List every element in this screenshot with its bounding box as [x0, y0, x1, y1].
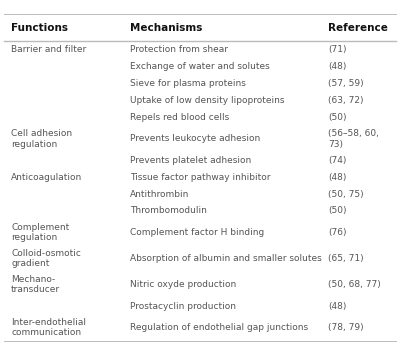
Text: Inter-endothelial
communication: Inter-endothelial communication: [11, 318, 86, 337]
Text: Sieve for plasma proteins: Sieve for plasma proteins: [130, 79, 246, 88]
Text: (56–58, 60,
73): (56–58, 60, 73): [328, 129, 379, 149]
Text: Uptake of low density lipoproteins: Uptake of low density lipoproteins: [130, 96, 284, 105]
Text: (71): (71): [328, 45, 346, 54]
Text: Barrier and filter: Barrier and filter: [11, 45, 86, 54]
Text: (65, 71): (65, 71): [328, 254, 364, 263]
Text: Tissue factor pathway inhibitor: Tissue factor pathway inhibitor: [130, 173, 270, 182]
Text: Thrombomodulin: Thrombomodulin: [130, 206, 207, 215]
Text: Functions: Functions: [11, 23, 68, 33]
Text: (57, 59): (57, 59): [328, 79, 364, 88]
Text: (76): (76): [328, 228, 346, 237]
Text: (48): (48): [328, 302, 346, 311]
Text: Absorption of albumin and smaller solutes: Absorption of albumin and smaller solute…: [130, 254, 322, 263]
Text: Prostacyclin production: Prostacyclin production: [130, 302, 236, 311]
Text: Regulation of endothelial gap junctions: Regulation of endothelial gap junctions: [130, 323, 308, 332]
Text: Prevents leukocyte adhesion: Prevents leukocyte adhesion: [130, 134, 260, 143]
Text: Protection from shear: Protection from shear: [130, 45, 228, 54]
Text: (63, 72): (63, 72): [328, 96, 364, 105]
Text: Antithrombin: Antithrombin: [130, 190, 189, 198]
Text: Colloid-osmotic
gradient: Colloid-osmotic gradient: [11, 249, 81, 268]
Text: (50): (50): [328, 113, 346, 122]
Text: (50, 75): (50, 75): [328, 190, 364, 198]
Text: Repels red blood cells: Repels red blood cells: [130, 113, 229, 122]
Text: (48): (48): [328, 173, 346, 182]
Text: (50, 68, 77): (50, 68, 77): [328, 280, 381, 289]
Text: Prevents platelet adhesion: Prevents platelet adhesion: [130, 156, 251, 165]
Text: Cell adhesion
regulation: Cell adhesion regulation: [11, 129, 72, 149]
Text: (78, 79): (78, 79): [328, 323, 364, 332]
Text: (50): (50): [328, 206, 346, 215]
Text: Mechano-
transducer: Mechano- transducer: [11, 275, 60, 294]
Text: (48): (48): [328, 62, 346, 71]
Text: Nitric oxyde production: Nitric oxyde production: [130, 280, 236, 289]
Text: Mechanisms: Mechanisms: [130, 23, 202, 33]
Text: Anticoagulation: Anticoagulation: [11, 173, 82, 182]
Text: Complement
regulation: Complement regulation: [11, 223, 70, 242]
Text: Complement factor H binding: Complement factor H binding: [130, 228, 264, 237]
Text: Reference: Reference: [328, 23, 388, 33]
Text: (74): (74): [328, 156, 346, 165]
Text: Exchange of water and solutes: Exchange of water and solutes: [130, 62, 270, 71]
